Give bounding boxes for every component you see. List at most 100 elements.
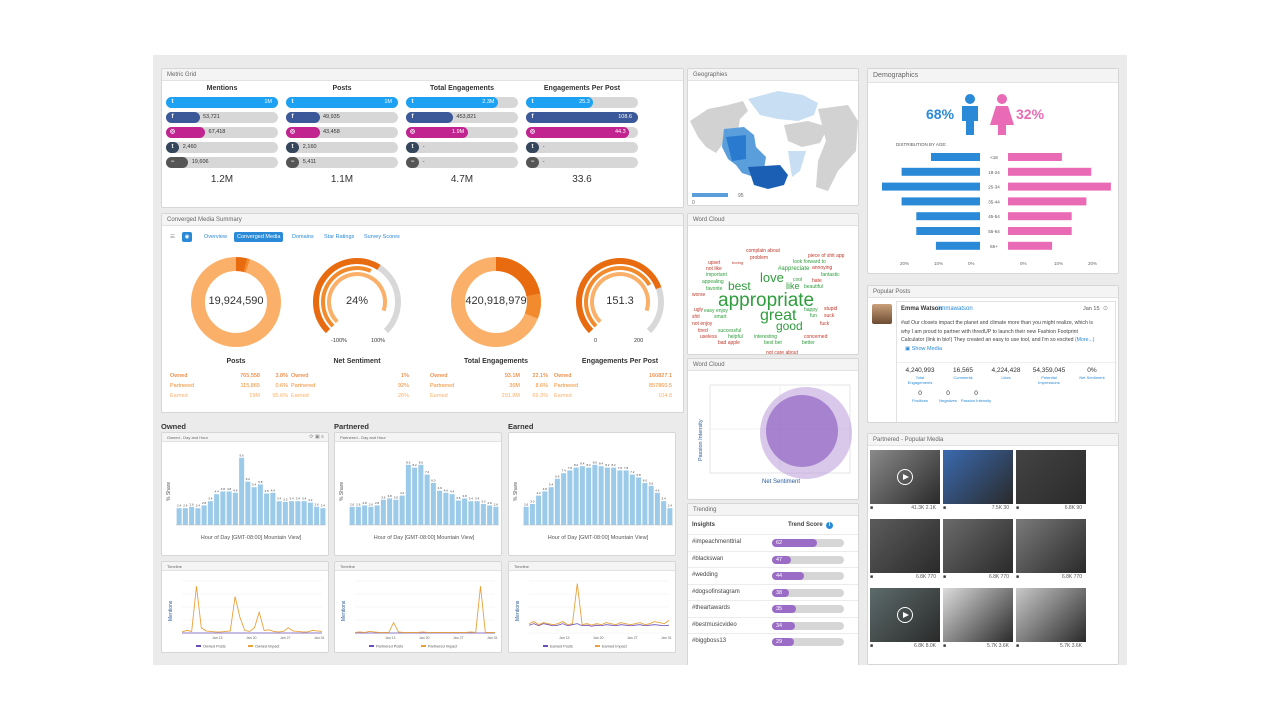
female-age-bar[interactable]	[1008, 197, 1087, 206]
world-map[interactable]: 0 95	[688, 81, 859, 205]
more-link[interactable]: (More...)	[1074, 337, 1095, 343]
hourly-bar[interactable]	[604, 467, 610, 525]
female-age-bar[interactable]	[1008, 182, 1111, 191]
play-icon[interactable]	[897, 607, 913, 623]
cloud-word[interactable]: shit	[692, 314, 700, 320]
hourly-bar[interactable]	[667, 508, 673, 525]
metric-bar[interactable]: − -	[406, 157, 518, 168]
post-sentiment-stat[interactable]: 0 Negatives	[931, 390, 965, 403]
hourly-bar[interactable]	[623, 470, 629, 525]
hourly-bar[interactable]	[493, 506, 499, 525]
cloud-word[interactable]: worse	[692, 292, 706, 298]
hourly-bar[interactable]	[443, 492, 449, 525]
hourly-bar[interactable]	[349, 506, 355, 525]
media-tile[interactable]: ■ 41.3K 2.1K	[870, 450, 940, 518]
cloud-word[interactable]: suck	[824, 313, 835, 319]
hourly-bar[interactable]	[617, 470, 623, 525]
male-age-bar[interactable]	[882, 182, 980, 191]
hourly-bar[interactable]	[548, 487, 554, 525]
cloud-word[interactable]: look forward to	[793, 259, 826, 265]
hourly-bar[interactable]	[462, 498, 468, 525]
male-age-bar[interactable]	[916, 227, 980, 235]
media-tile[interactable]: ■ 6.8K 8.0K	[870, 588, 940, 656]
media-tile[interactable]: ■ 6.8K 770	[1016, 519, 1086, 587]
trending-row[interactable]: #wedding 44	[688, 567, 858, 583]
post-sentiment-stat[interactable]: 0 Passion Intensity	[959, 390, 993, 403]
hourly-bar[interactable]	[270, 492, 276, 525]
cloud-word[interactable]: tired	[698, 328, 708, 334]
male-age-bar[interactable]	[931, 153, 980, 161]
gauge-chart[interactable]: 0 200	[560, 244, 680, 354]
hourly-bar[interactable]	[468, 501, 474, 525]
cloud-word[interactable]: interesting	[754, 334, 777, 340]
male-age-bar[interactable]	[916, 212, 980, 221]
media-thumbnail[interactable]	[1016, 519, 1086, 573]
hourly-bar[interactable]	[201, 505, 207, 525]
metric-bar[interactable]: t-	[406, 142, 518, 153]
hourly-bar[interactable]	[579, 466, 585, 525]
post-stat[interactable]: 4,224,428 Likes	[989, 367, 1023, 380]
media-tile[interactable]: ■ 5.7K 3.6K	[943, 588, 1013, 656]
post-stat[interactable]: 0% Net Sentiment	[1075, 367, 1109, 380]
female-age-bar[interactable]	[1008, 153, 1062, 161]
cloud-word[interactable]: bad apple	[718, 340, 740, 346]
metric-bar[interactable]: ◎ 67,418	[166, 127, 278, 138]
cloud-word[interactable]: fun	[810, 313, 817, 319]
hourly-bar[interactable]	[405, 464, 411, 525]
hourly-bar[interactable]	[289, 501, 295, 525]
male-age-bar[interactable]	[935, 241, 980, 250]
list-view-icon[interactable]: ☰	[170, 234, 175, 240]
hourly-bar[interactable]	[374, 505, 380, 525]
hourly-bar[interactable]	[642, 483, 648, 525]
hourly-bar[interactable]	[661, 501, 667, 525]
hourly-bar[interactable]	[182, 508, 188, 525]
cloud-word[interactable]: smart	[714, 314, 727, 320]
media-tile[interactable]: ■ 6.8K 770	[870, 519, 940, 587]
trending-row[interactable]: #bestmusicvideo 34	[688, 616, 858, 633]
cloud-word[interactable]: not like	[706, 266, 722, 272]
donut-owned[interactable]	[495, 257, 541, 297]
metric-bar[interactable]: − 19,606	[166, 157, 278, 168]
post-stat[interactable]: 16,565 Comments	[946, 367, 980, 380]
media-tile[interactable]: ■ 5.7K 3.6K	[1016, 588, 1086, 656]
cloud-word[interactable]: hate	[812, 278, 822, 284]
hourly-bar[interactable]	[629, 474, 635, 525]
hourly-bar[interactable]	[232, 492, 238, 525]
info-icon[interactable]: i	[826, 522, 833, 529]
hourly-bar[interactable]	[189, 506, 195, 525]
posts-line[interactable]	[528, 623, 670, 627]
hourly-bar[interactable]	[251, 487, 257, 525]
cloud-word[interactable]: fuck	[820, 321, 830, 327]
gauge-chart[interactable]: -100% 100%	[297, 244, 417, 354]
hourly-bar[interactable]	[561, 473, 567, 525]
cloud-word[interactable]: better	[802, 340, 815, 346]
media-tile[interactable]: ■ 6.8K 90	[1016, 450, 1086, 518]
media-tile[interactable]: ■ 6.8K 770	[943, 519, 1013, 587]
hourly-bar[interactable]	[214, 494, 220, 525]
donut-partnered[interactable]	[243, 258, 250, 273]
cloud-word[interactable]: great	[760, 307, 797, 324]
media-thumbnail[interactable]	[943, 450, 1013, 504]
hourly-bar[interactable]	[176, 508, 182, 525]
cloud-word[interactable]: stupid	[824, 306, 838, 312]
cloud-word[interactable]: best	[728, 279, 751, 293]
media-thumbnail[interactable]	[870, 519, 940, 573]
male-age-bar[interactable]	[901, 167, 980, 176]
hourly-bar[interactable]	[529, 504, 535, 525]
hourly-bar[interactable]	[301, 501, 307, 525]
hourly-bar[interactable]	[412, 467, 418, 525]
hourly-bar[interactable]	[195, 508, 201, 525]
tab-survey-scores[interactable]: Survey Scores	[364, 234, 400, 240]
hourly-bar[interactable]	[245, 481, 251, 525]
metric-bar[interactable]: t 1M	[166, 97, 278, 108]
gauge-chart[interactable]	[176, 244, 296, 354]
hourly-bar[interactable]	[226, 491, 232, 525]
hourly-bar[interactable]	[554, 478, 560, 525]
metric-bar[interactable]: f 108.6	[526, 112, 638, 123]
cloud-word[interactable]: happy	[804, 307, 818, 313]
metric-bar[interactable]: − -	[526, 157, 638, 168]
post-stat[interactable]: 54,359,045 Potential Impressions	[1032, 367, 1066, 385]
trending-row[interactable]: #theartawards 35	[688, 600, 858, 616]
metric-bar[interactable]: t 2,160	[286, 142, 398, 153]
female-age-bar[interactable]	[1008, 212, 1072, 221]
